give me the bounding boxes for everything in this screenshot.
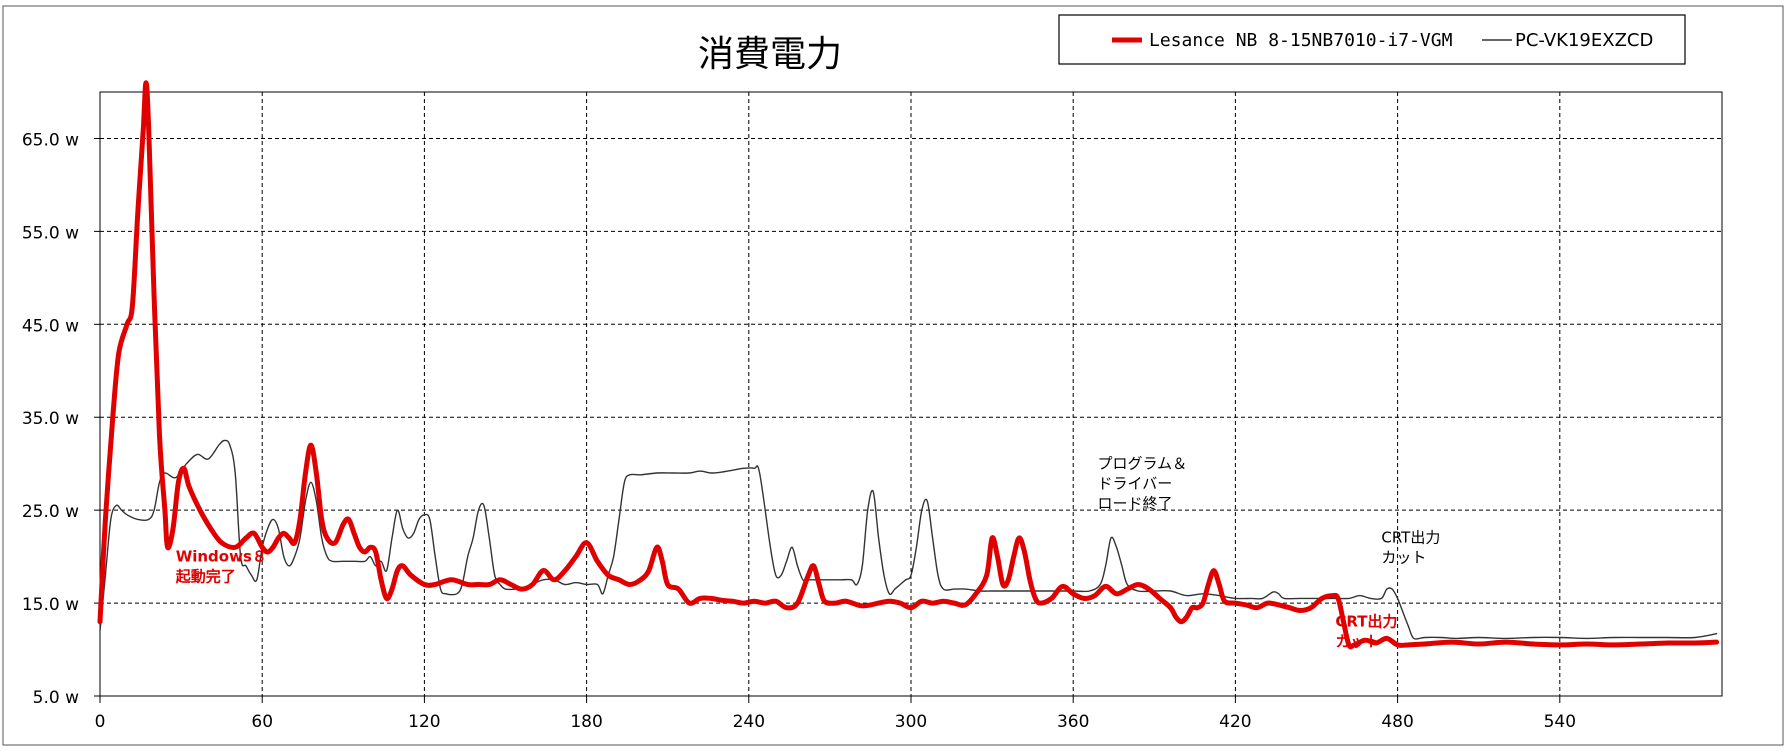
x-tick-label: 480 <box>1381 712 1413 732</box>
x-tick-label: 180 <box>570 712 602 732</box>
gridlines <box>100 92 1722 696</box>
x-tick-label: 540 <box>1544 712 1576 732</box>
y-tick-label: 45.0 w <box>22 316 79 336</box>
x-tick-label: 300 <box>895 712 927 732</box>
annotation-line: カット <box>1381 549 1426 567</box>
annotation-line: カット <box>1335 632 1380 650</box>
x-tick-label: 0 <box>95 712 106 732</box>
x-axis: 0 60 120 180 240 300 360 420 480 540 <box>95 696 1576 732</box>
chart-title: 消費電力 <box>698 34 842 75</box>
annotation-line: CRT出力 <box>1381 529 1440 547</box>
series-line-pc-vk19 <box>99 439 1718 640</box>
x-tick-label: 120 <box>408 712 440 732</box>
annotation-line: プログラム＆ <box>1098 454 1188 472</box>
y-tick-label: 15.0 w <box>22 595 79 615</box>
x-tick-label: 420 <box>1219 712 1251 732</box>
y-axis: 5.0 w 15.0 w 25.0 w 35.0 w 45.0 w 55.0 w 65.0 … <box>22 130 100 708</box>
x-tick-label: 240 <box>733 712 765 732</box>
annotations: Windows８起動完了プログラム＆ドライバーロード終了CRT出力カットCRT出… <box>175 454 1441 650</box>
annotation: Windows８ 起動完了 <box>175 547 267 585</box>
legend: Lesance NB 8-15NB7010-i7-VGM PC-VK19EXZC… <box>1058 14 1686 65</box>
annotation-line: ドライバー <box>1098 474 1173 492</box>
annotation-line: 起動完了 <box>175 567 236 585</box>
y-tick-label: 55.0 w <box>22 223 79 243</box>
x-tick-label: 60 <box>251 712 273 732</box>
y-tick-label: 35.0 w <box>22 409 79 429</box>
legend-label-lesance: Lesance NB 8-15NB7010-i7-VGM <box>1149 30 1453 51</box>
legend-box <box>1058 14 1686 65</box>
series-line-lesance <box>97 80 1720 650</box>
y-tick-label: 25.0 w <box>22 502 79 522</box>
x-tick-label: 360 <box>1057 712 1089 732</box>
annotation-line: Windows８ <box>176 547 267 565</box>
y-tick-label: 5.0 w <box>33 688 79 708</box>
annotation-line: CRT出力 <box>1335 612 1397 630</box>
y-tick-label: 65.0 w <box>22 130 79 150</box>
legend-label-pc-vk19: PC-VK19EXZCD <box>1515 30 1653 51</box>
series-layer <box>97 80 1720 650</box>
annotation-line: ロード終了 <box>1098 494 1173 512</box>
